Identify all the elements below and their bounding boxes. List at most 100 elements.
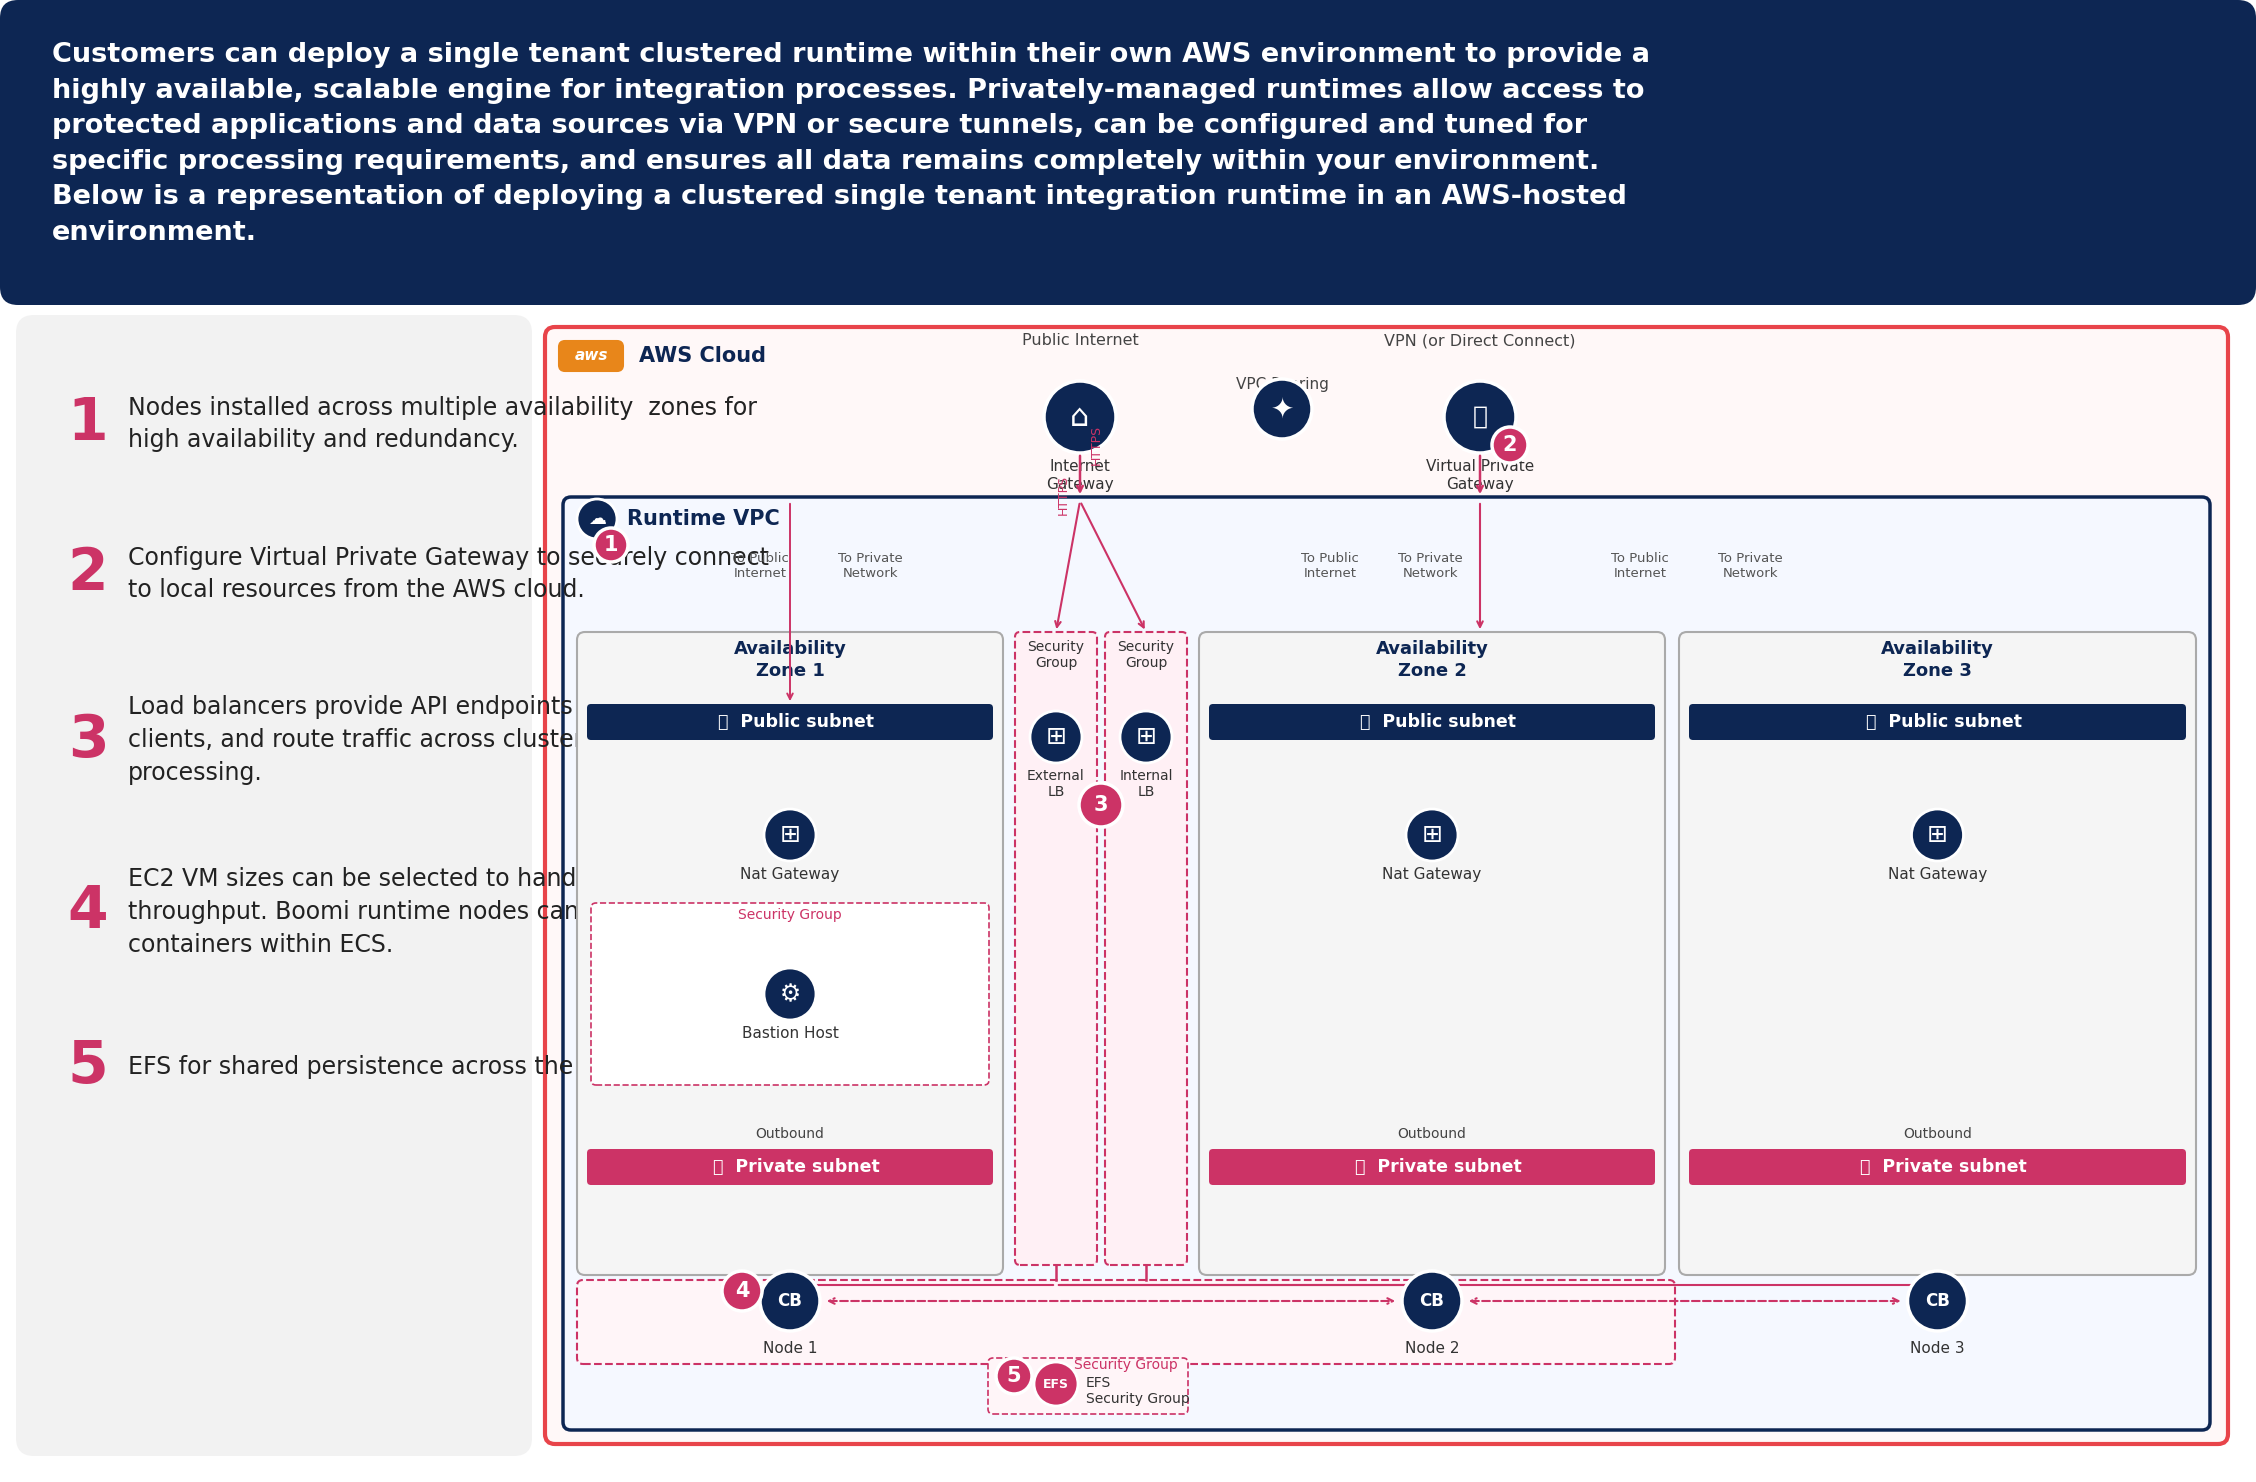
Text: Runtime VPC: Runtime VPC xyxy=(627,508,781,529)
Circle shape xyxy=(1252,379,1313,439)
Text: Availability
Zone 3: Availability Zone 3 xyxy=(1882,640,1994,680)
FancyBboxPatch shape xyxy=(1678,631,2195,1275)
Circle shape xyxy=(760,1272,819,1331)
Text: Availability
Zone 1: Availability Zone 1 xyxy=(733,640,846,680)
Text: Node 1: Node 1 xyxy=(763,1341,817,1356)
Text: EFS
Security Group: EFS Security Group xyxy=(1085,1375,1189,1406)
Text: 2: 2 xyxy=(1502,436,1518,455)
Text: 4: 4 xyxy=(735,1280,749,1301)
Text: 🔒  Private subnet: 🔒 Private subnet xyxy=(702,1157,880,1177)
Text: 🔒  Public subnet: 🔒 Public subnet xyxy=(1349,713,1516,731)
FancyBboxPatch shape xyxy=(591,903,988,1085)
Text: VPN (or Direct Connect): VPN (or Direct Connect) xyxy=(1385,333,1575,348)
Text: 1: 1 xyxy=(68,396,108,452)
Circle shape xyxy=(765,809,817,861)
Text: Availability
Zone 2: Availability Zone 2 xyxy=(1376,640,1489,680)
Text: Nat Gateway: Nat Gateway xyxy=(1888,867,1988,882)
Text: To Private
Network: To Private Network xyxy=(1399,551,1462,579)
Text: CB: CB xyxy=(1419,1292,1444,1310)
Text: 3: 3 xyxy=(1094,794,1108,815)
Text: 🔒  Public subnet: 🔒 Public subnet xyxy=(1854,713,2021,731)
Text: HTTPS: HTTPS xyxy=(1090,425,1103,465)
Text: Security Group: Security Group xyxy=(738,908,841,922)
Text: Customers can deploy a single tenant clustered runtime within their own AWS envi: Customers can deploy a single tenant clu… xyxy=(52,41,1649,246)
Text: HTTPS: HTTPS xyxy=(1058,474,1069,516)
Text: CB: CB xyxy=(1924,1292,1949,1310)
Text: 🔒  Public subnet: 🔒 Public subnet xyxy=(706,713,873,731)
Text: ⚙: ⚙ xyxy=(778,983,801,1006)
Text: Outbound: Outbound xyxy=(756,1126,823,1141)
Text: To Public
Internet: To Public Internet xyxy=(731,551,790,579)
Text: External
LB: External LB xyxy=(1026,769,1085,799)
Text: Outbound: Outbound xyxy=(1396,1126,1466,1141)
FancyBboxPatch shape xyxy=(587,1149,993,1186)
FancyBboxPatch shape xyxy=(587,704,993,740)
Text: ⊞: ⊞ xyxy=(1045,725,1067,748)
Text: Load balancers provide API endpoints for external
clients, and route traffic acr: Load balancers provide API endpoints for… xyxy=(129,695,717,784)
Text: Internal
LB: Internal LB xyxy=(1119,769,1173,799)
Text: Configure Virtual Private Gateway to securely connect
to local resources from th: Configure Virtual Private Gateway to sec… xyxy=(129,545,769,602)
FancyBboxPatch shape xyxy=(578,1280,1674,1363)
FancyBboxPatch shape xyxy=(564,496,2211,1430)
Text: EFS: EFS xyxy=(1042,1377,1069,1390)
Circle shape xyxy=(1444,381,1516,453)
Text: ⊞: ⊞ xyxy=(1927,823,1947,848)
Text: To Private
Network: To Private Network xyxy=(837,551,902,579)
Text: Virtual Private
Gateway: Virtual Private Gateway xyxy=(1426,459,1534,492)
Text: ⌂: ⌂ xyxy=(1069,403,1090,431)
FancyBboxPatch shape xyxy=(578,631,1004,1275)
Text: aws: aws xyxy=(575,348,607,363)
Text: ⊞: ⊞ xyxy=(1421,823,1442,848)
Circle shape xyxy=(995,1358,1031,1395)
FancyBboxPatch shape xyxy=(16,316,532,1455)
Text: Internet
Gateway: Internet Gateway xyxy=(1047,459,1114,492)
Text: VPC Peering: VPC Peering xyxy=(1236,376,1329,393)
Text: To Public
Internet: To Public Internet xyxy=(1302,551,1358,579)
Circle shape xyxy=(1911,809,1963,861)
Text: Node 2: Node 2 xyxy=(1405,1341,1460,1356)
Text: Security
Group: Security Group xyxy=(1026,640,1085,670)
Text: CB: CB xyxy=(778,1292,803,1310)
Text: ✦: ✦ xyxy=(1270,396,1293,422)
FancyBboxPatch shape xyxy=(988,1358,1189,1414)
Text: 5: 5 xyxy=(68,1039,108,1095)
Text: Outbound: Outbound xyxy=(1904,1126,1972,1141)
Text: Nat Gateway: Nat Gateway xyxy=(1383,867,1482,882)
Text: ⊞: ⊞ xyxy=(781,823,801,848)
Text: 1: 1 xyxy=(605,535,618,554)
Text: Bastion Host: Bastion Host xyxy=(742,1026,839,1040)
Text: 4: 4 xyxy=(68,883,108,941)
Text: ⊞: ⊞ xyxy=(1135,725,1157,748)
FancyBboxPatch shape xyxy=(559,341,623,370)
FancyBboxPatch shape xyxy=(1198,631,1665,1275)
Circle shape xyxy=(1031,711,1083,763)
Circle shape xyxy=(1078,782,1123,827)
FancyBboxPatch shape xyxy=(1690,1149,2186,1186)
FancyBboxPatch shape xyxy=(1690,704,2186,740)
Text: To Public
Internet: To Public Internet xyxy=(1611,551,1669,579)
FancyBboxPatch shape xyxy=(1209,1149,1656,1186)
FancyBboxPatch shape xyxy=(546,328,2229,1443)
Text: 3: 3 xyxy=(68,711,108,769)
Text: AWS Cloud: AWS Cloud xyxy=(638,345,767,366)
Circle shape xyxy=(1033,1362,1078,1406)
Circle shape xyxy=(1909,1272,1967,1331)
Circle shape xyxy=(593,528,627,562)
Text: 🔒  Private subnet: 🔒 Private subnet xyxy=(1848,1157,2026,1177)
Text: Security
Group: Security Group xyxy=(1117,640,1175,670)
FancyBboxPatch shape xyxy=(1015,631,1096,1266)
Circle shape xyxy=(578,499,616,539)
Text: To Private
Network: To Private Network xyxy=(1717,551,1782,579)
Text: Security Group: Security Group xyxy=(1074,1358,1178,1372)
Text: EFS for shared persistence across the cluster.: EFS for shared persistence across the cl… xyxy=(129,1055,666,1079)
FancyBboxPatch shape xyxy=(1105,631,1187,1266)
Circle shape xyxy=(1401,1272,1462,1331)
Text: 🔒: 🔒 xyxy=(1473,405,1487,428)
Text: Public Internet: Public Internet xyxy=(1022,333,1139,348)
Circle shape xyxy=(1119,711,1173,763)
Circle shape xyxy=(765,968,817,1020)
Circle shape xyxy=(1045,381,1117,453)
Circle shape xyxy=(722,1272,763,1312)
Text: 5: 5 xyxy=(1006,1366,1022,1386)
Text: ☁: ☁ xyxy=(589,510,607,528)
